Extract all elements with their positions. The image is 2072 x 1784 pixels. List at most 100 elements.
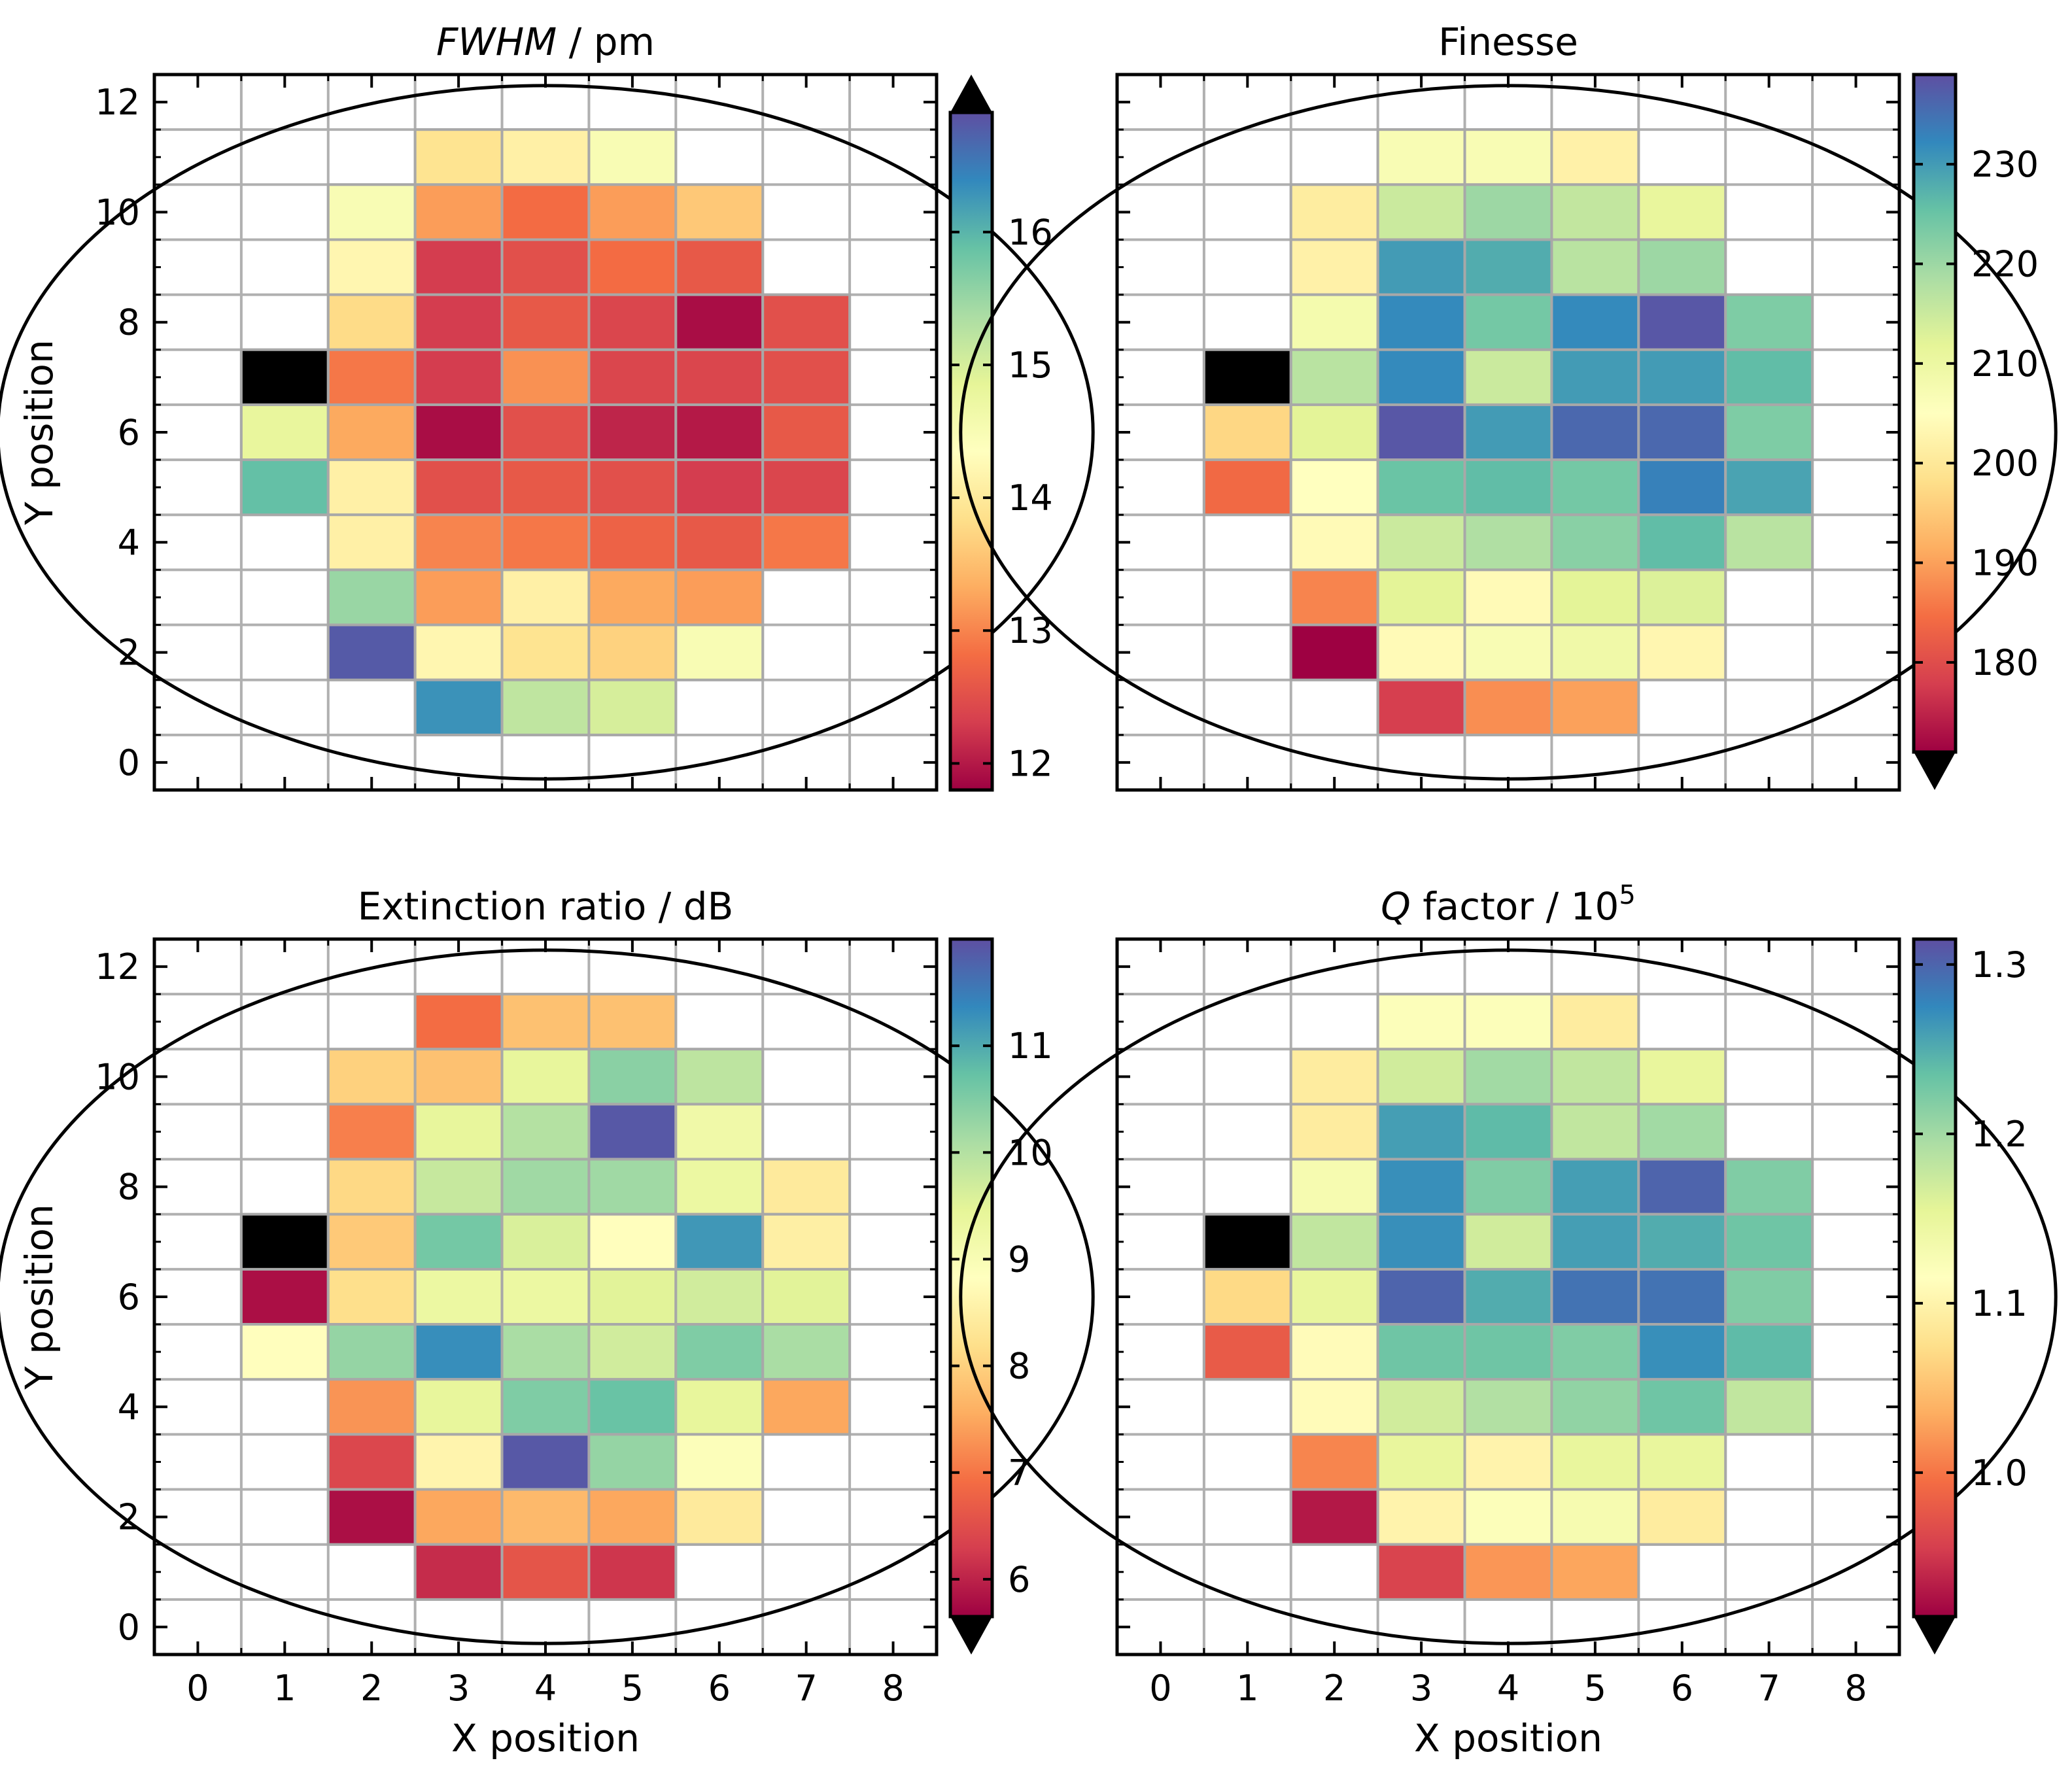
colorbar-tick-label: 9	[1008, 1239, 1030, 1280]
heatmap-cell	[500, 403, 591, 462]
heatmap-cell	[1637, 1158, 1727, 1216]
heatmap-cell	[1550, 293, 1640, 351]
heatmap-cell	[1550, 458, 1640, 517]
colorbar: 180 190 200 210 220 230	[1912, 73, 2039, 790]
heatmap-cell	[1550, 238, 1640, 296]
heatmap-cell	[1550, 513, 1640, 572]
heatmap-cell	[761, 1267, 852, 1326]
heatmap-cell	[587, 678, 678, 736]
heatmap-cell	[413, 183, 504, 241]
colorbar-gradient	[1914, 939, 1956, 1617]
chart-title: Finesse	[1438, 20, 1578, 64]
heatmap-cell	[1202, 458, 1292, 517]
heatmap-cell	[761, 1378, 852, 1436]
heatmap-cell	[1289, 1267, 1379, 1326]
heatmap-cell	[1637, 238, 1727, 296]
colorbar-tick-label: 1.2	[1971, 1114, 2028, 1155]
heatmap-cell	[1463, 678, 1553, 736]
heatmap-cell	[761, 348, 852, 406]
x-tick-label: 7	[795, 1668, 817, 1709]
heatmap-cell	[1376, 1378, 1466, 1436]
heatmap-cell	[1637, 183, 1727, 241]
heatmap-cell	[761, 513, 852, 572]
heatmap-cell	[413, 238, 504, 296]
heatmap-cell	[1637, 623, 1727, 681]
heatmap-cell	[326, 1048, 417, 1106]
heatmap-cell	[587, 1212, 678, 1271]
x-tick-label: 8	[1844, 1668, 1867, 1709]
heatmap-cell	[500, 1378, 591, 1436]
colorbar-tick-label: 1.0	[1971, 1452, 2028, 1494]
heatmap-cell	[413, 678, 504, 736]
heatmap-cells	[239, 128, 852, 736]
x-axis-label: X position	[1414, 1716, 1602, 1760]
heatmap-cell	[1637, 568, 1727, 626]
heatmap-cell	[413, 1212, 504, 1271]
heatmap-cell	[1724, 1212, 1814, 1271]
y-axis-label: Y position	[17, 1204, 61, 1390]
heatmap-cell	[1550, 1378, 1640, 1436]
heatmap-cell	[1289, 1048, 1379, 1106]
heatmap-cell	[500, 568, 591, 626]
chart-title-text: Finesse	[1438, 20, 1578, 64]
heatmap-cell	[1289, 1103, 1379, 1161]
heatmap-cell	[587, 1543, 678, 1601]
y-tick-label: 12	[95, 946, 140, 987]
colorbar-tick-label: 200	[1971, 443, 2039, 484]
heatmap-cell-bad	[1202, 348, 1292, 406]
colorbar-tick-label: 180	[1971, 642, 2039, 683]
heatmap-cell	[326, 348, 417, 406]
heatmap-cell	[1637, 1488, 1727, 1546]
chart-title: Q factor / 105	[1381, 880, 1636, 929]
heatmap-cell	[1289, 348, 1379, 406]
heatmap-cell	[326, 238, 417, 296]
heatmap-cell	[239, 1267, 330, 1326]
axis-ticks	[1116, 75, 1901, 790]
x-tick-label: 3	[447, 1668, 470, 1709]
heatmap-cell	[413, 568, 504, 626]
heatmap-cell	[326, 1378, 417, 1436]
heatmap-cell	[239, 458, 330, 517]
x-tick-label: 3	[1410, 1668, 1432, 1709]
heatmap-cell	[413, 1267, 504, 1326]
heatmap-cell	[500, 1323, 591, 1381]
x-tick-label: 4	[1497, 1668, 1519, 1709]
heatmap-cell	[1463, 623, 1553, 681]
heatmap-cell	[1550, 183, 1640, 241]
heatmap-cell	[674, 1433, 765, 1491]
heatmap-cell	[413, 513, 504, 572]
heatmap-cell	[1289, 183, 1379, 241]
heatmap-cell	[500, 293, 591, 351]
heatmap-cell	[1289, 293, 1379, 351]
heatmap-cell-bad	[239, 348, 330, 406]
heatmap-cell	[1376, 513, 1466, 572]
x-tick-label: 0	[186, 1668, 209, 1709]
heatmap-cell	[587, 1323, 678, 1381]
heatmap-cell	[1376, 1323, 1466, 1381]
heatmap-cell	[326, 513, 417, 572]
heatmap-cell	[1550, 993, 1640, 1051]
heatmap-cell	[500, 1103, 591, 1161]
heatmap-cell	[239, 1323, 330, 1381]
heatmap-cell	[1550, 623, 1640, 681]
chart-title-italic: FWHM	[436, 20, 557, 64]
colorbar-tick-label: 10	[1008, 1132, 1053, 1173]
heatmap-cell	[1724, 1378, 1814, 1436]
colorbar-frame	[1912, 73, 1958, 754]
heatmap-cell	[1724, 1158, 1814, 1216]
y-tick-label: 0	[118, 742, 140, 783]
heatmap-cell	[1550, 1543, 1640, 1601]
colorbar-tick-label: 7	[1008, 1452, 1030, 1494]
heatmap-cell	[413, 1323, 504, 1381]
heatmap-cell	[674, 293, 765, 351]
heatmap-cell	[500, 1267, 591, 1326]
colorbar-tick-label: 220	[1971, 243, 2039, 284]
heatmap-cell-bad	[239, 1212, 330, 1271]
heatmap-cell	[326, 1488, 417, 1546]
heatmap-cell	[674, 183, 765, 241]
x-tick-label: 8	[882, 1668, 904, 1709]
heatmap-cell	[1376, 1488, 1466, 1546]
